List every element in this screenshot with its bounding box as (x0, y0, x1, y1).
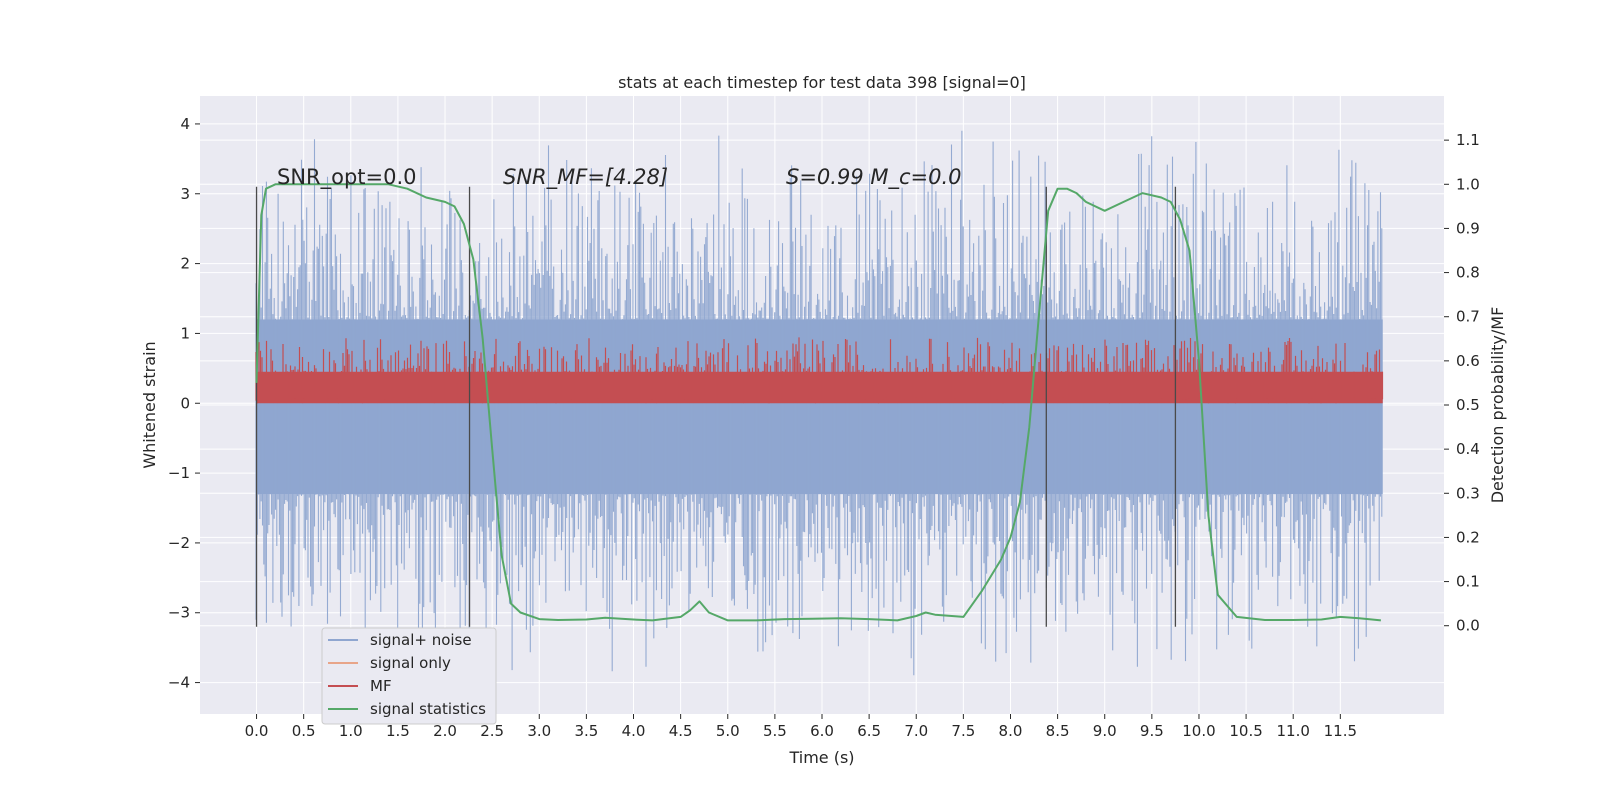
annotation-snr-mf: SNR_MF=[4.28] (503, 165, 668, 190)
y2-tick-label: 0.0 (1456, 617, 1480, 635)
legend: signal+ noise signal only MF signal stat… (321, 627, 497, 725)
x-tick-label: 1.5 (386, 722, 410, 740)
y2-tick-label: 0.4 (1456, 440, 1480, 458)
y-tick-label: −3 (168, 604, 190, 622)
y2-tick-label: 0.1 (1456, 573, 1480, 591)
legend-label-signal-only: signal only (370, 654, 451, 672)
legend-box (321, 627, 497, 725)
x-tick-label: 6.0 (810, 722, 834, 740)
signal-statistics-series (255, 183, 1382, 622)
x-axis-label: Time (s) (788, 748, 854, 767)
chart-title: stats at each timestep for test data 398… (618, 73, 1026, 92)
x-tick-label: 3.0 (527, 722, 551, 740)
y2-axis-ticks: 1.1 1.0 0.9 0.8 0.7 0.6 0.5 0.4 0.3 0.2 0.1 0.0 (1444, 131, 1480, 635)
x-tick-label: 11.5 (1324, 722, 1357, 740)
y-tick-label: 4 (180, 115, 190, 133)
y2-tick-label: 1.0 (1456, 175, 1480, 193)
mf-series (255, 337, 1384, 404)
legend-label-stats: signal statistics (370, 700, 486, 718)
y-tick-label: 3 (180, 185, 190, 203)
x-tick-label: 1.0 (339, 722, 363, 740)
x-tick-label: 0.0 (245, 722, 269, 740)
vertical-markers (255, 186, 1177, 627)
y-tick-label: 1 (180, 324, 190, 342)
y2-tick-label: 0.9 (1456, 219, 1480, 237)
y2-tick-label: 0.6 (1456, 352, 1480, 370)
legend-label-noise: signal+ noise (370, 631, 472, 649)
y-axis-ticks: 4 3 2 1 0 −1 −2 −3 −4 (168, 115, 200, 692)
annotation-snr-opt: SNR_opt=0.0 (277, 165, 417, 190)
y2-tick-label: 0.5 (1456, 396, 1480, 414)
x-tick-label: 7.0 (904, 722, 928, 740)
x-tick-label: 6.5 (857, 722, 881, 740)
y2-tick-label: 0.3 (1456, 484, 1480, 502)
y2-tick-label: 0.2 (1456, 528, 1480, 546)
y2-tick-label: 0.7 (1456, 308, 1480, 326)
x-tick-label: 4.0 (622, 722, 646, 740)
y-tick-label: −4 (168, 674, 190, 692)
x-tick-label: 9.0 (1093, 722, 1117, 740)
x-tick-label: 11.0 (1277, 722, 1310, 740)
y-tick-label: 0 (180, 394, 190, 412)
annotation-s-mc: S=0.99 M_c=0.0 (786, 165, 962, 190)
x-tick-label: 5.0 (716, 722, 740, 740)
x-tick-label: 3.5 (574, 722, 598, 740)
x-tick-label: 4.5 (669, 722, 693, 740)
y2-axis-label: Detection probability/MF (1488, 307, 1507, 504)
y-axis-label: Whitened strain (140, 341, 159, 468)
legend-label-mf: MF (370, 677, 392, 695)
x-tick-label: 5.5 (763, 722, 787, 740)
x-tick-label: 0.5 (292, 722, 316, 740)
x-tick-label: 2.5 (480, 722, 504, 740)
signal-statistics-line (255, 183, 1382, 622)
y-tick-label: −1 (168, 464, 190, 482)
x-tick-label: 8.0 (999, 722, 1023, 740)
x-tick-label: 2.0 (433, 722, 457, 740)
x-tick-label: 10.5 (1229, 722, 1262, 740)
y2-tick-label: 0.8 (1456, 264, 1480, 282)
y2-tick-label: 1.1 (1456, 131, 1480, 149)
x-tick-label: 10.0 (1182, 722, 1215, 740)
x-axis-ticks: 0.0 0.5 1.0 1.5 2.0 2.5 3.0 3.5 4.0 4.5 5.0 5.5 6.0 6… (245, 714, 1357, 740)
x-tick-label: 9.5 (1140, 722, 1164, 740)
y-tick-label: −2 (168, 534, 190, 552)
y-tick-label: 2 (180, 255, 190, 273)
x-tick-label: 8.5 (1046, 722, 1070, 740)
x-tick-label: 7.5 (951, 722, 975, 740)
